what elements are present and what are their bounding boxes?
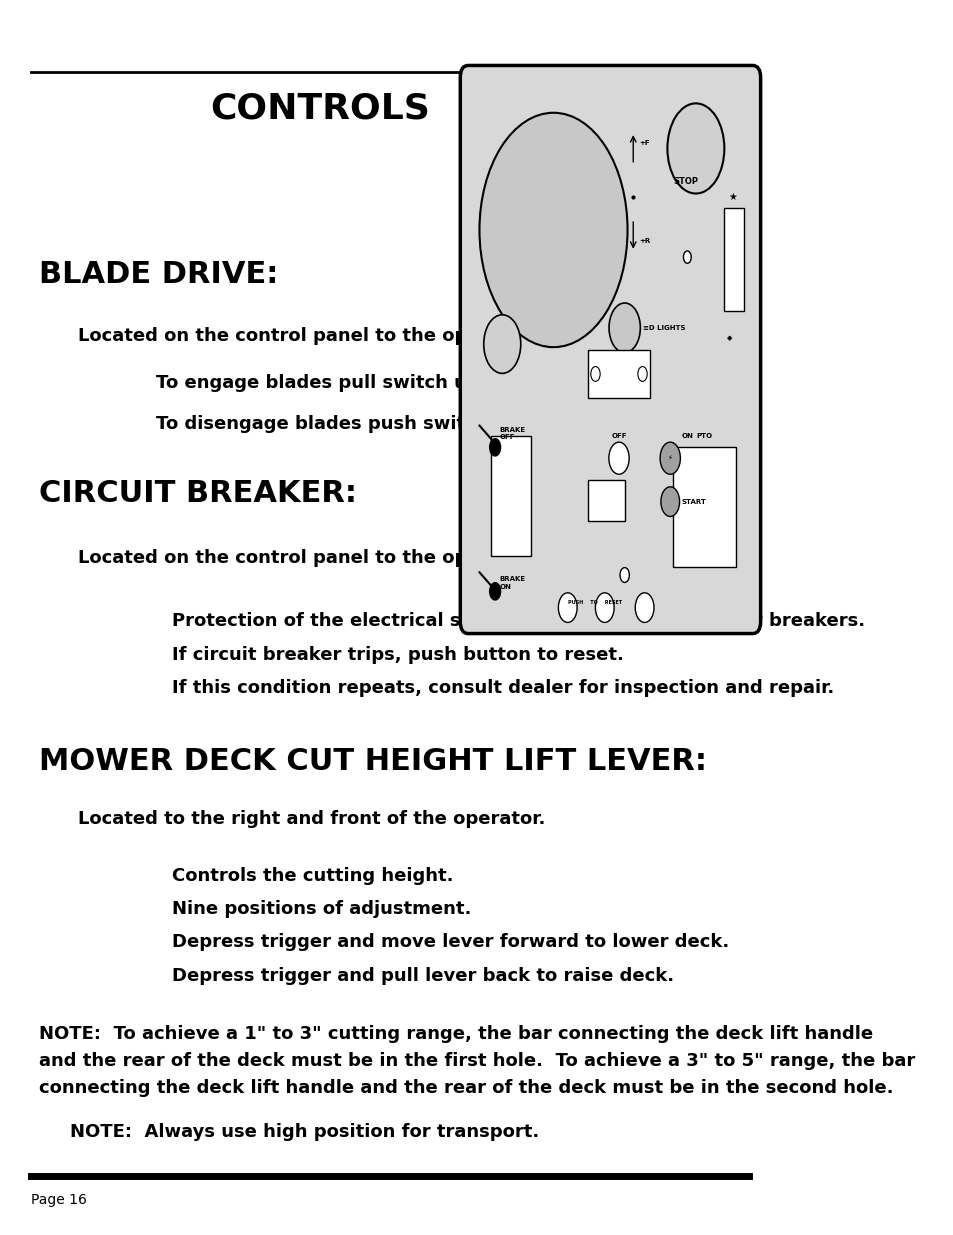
Text: ≡D LIGHTS: ≡D LIGHTS [642, 325, 685, 331]
Bar [587, 480, 624, 521]
Circle shape [635, 593, 654, 622]
Text: Located on the control panel to the operator's right.: Located on the control panel to the oper… [78, 550, 608, 567]
Text: Nine positions of adjustment.: Nine positions of adjustment. [172, 900, 471, 918]
Circle shape [595, 593, 614, 622]
Text: MOWER DECK CUT HEIGHT LIFT LEVER:: MOWER DECK CUT HEIGHT LIFT LEVER: [39, 747, 706, 777]
Text: OFF: OFF [611, 433, 626, 440]
Text: +R: +R [639, 238, 650, 243]
Text: If this condition repeats, consult dealer for inspection and repair.: If this condition repeats, consult deale… [172, 679, 833, 697]
Text: STOP: STOP [673, 177, 698, 185]
Text: and the rear of the deck must be in the first hole.  To achieve a 3" to 5" range: and the rear of the deck must be in the … [39, 1052, 914, 1070]
Text: ON: ON [681, 433, 693, 440]
Text: ◆: ◆ [726, 336, 732, 342]
Circle shape [483, 315, 520, 373]
Text: To disengage blades push switch down.: To disengage blades push switch down. [156, 415, 556, 432]
Text: NOTE:  Always use high position for transport.: NOTE: Always use high position for trans… [71, 1124, 538, 1141]
Circle shape [659, 442, 679, 474]
Text: +F: +F [639, 140, 649, 146]
Circle shape [667, 104, 723, 194]
Text: BLADE DRIVE:: BLADE DRIVE: [39, 259, 278, 289]
Text: Located to the right and front of the operator.: Located to the right and front of the op… [78, 810, 545, 827]
FancyBboxPatch shape [459, 65, 760, 634]
Text: Protection of the electrical system is by (2) 30 amp circuit breakers.: Protection of the electrical system is b… [172, 613, 863, 630]
Text: PTO: PTO [696, 433, 712, 440]
Circle shape [558, 593, 577, 622]
Text: connecting the deck lift handle and the rear of the deck must be in the second h: connecting the deck lift handle and the … [39, 1079, 893, 1097]
Circle shape [619, 568, 629, 583]
Circle shape [479, 112, 627, 347]
Text: CIRCUIT BREAKER:: CIRCUIT BREAKER: [39, 479, 356, 509]
Text: PUSH    TO    RESET: PUSH TO RESET [567, 600, 621, 605]
Text: To engage blades pull switch up.: To engage blades pull switch up. [156, 374, 486, 391]
Text: ★: ★ [728, 193, 737, 203]
Text: Page 16: Page 16 [31, 1193, 87, 1208]
Text: ⚡: ⚡ [667, 456, 672, 461]
Bar [491, 436, 530, 556]
Text: Controls the cutting height.: Controls the cutting height. [172, 867, 453, 884]
Text: If circuit breaker trips, push button to reset.: If circuit breaker trips, push button to… [172, 646, 623, 663]
Bar [673, 447, 735, 567]
Circle shape [608, 303, 639, 352]
Circle shape [489, 438, 500, 456]
Circle shape [660, 487, 679, 516]
Circle shape [590, 367, 599, 382]
Circle shape [638, 367, 646, 382]
Text: CONTROLS: CONTROLS [210, 91, 430, 126]
Text: NOTE:  To achieve a 1" to 3" cutting range, the bar connecting the deck lift han: NOTE: To achieve a 1" to 3" cutting rang… [39, 1025, 872, 1042]
Circle shape [608, 442, 628, 474]
Text: START: START [681, 499, 706, 505]
Text: Depress trigger and pull lever back to raise deck.: Depress trigger and pull lever back to r… [172, 967, 673, 984]
Text: BRAKE
ON: BRAKE ON [498, 577, 525, 590]
Bar [587, 350, 650, 399]
Bar [723, 209, 743, 311]
Circle shape [682, 251, 691, 263]
Circle shape [489, 583, 500, 600]
Text: BRAKE
OFF: BRAKE OFF [498, 427, 525, 441]
Text: Located on the control panel to the operator's right.: Located on the control panel to the oper… [78, 327, 608, 345]
Text: Depress trigger and move lever forward to lower deck.: Depress trigger and move lever forward t… [172, 934, 728, 951]
